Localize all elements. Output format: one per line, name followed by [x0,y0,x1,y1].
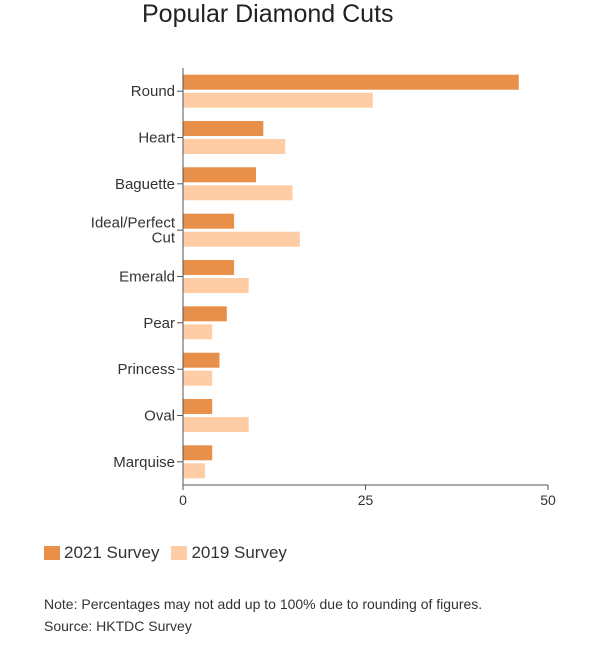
chart-footer: Note: Percentages may not add up to 100%… [44,593,482,637]
bar-2021-5 [183,306,227,322]
category-label-line: Baguette [115,176,175,193]
category-label-line: Ideal/Perfect [91,215,176,232]
bar-2019-5 [183,324,213,340]
chart-title: Popular Diamond Cuts [142,0,394,28]
category-label-8: Marquise [113,454,175,471]
category-label-1: Heart [138,130,176,147]
bar-2019-7 [183,417,249,432]
category-label-3: Ideal/Perfect Cut [91,215,176,247]
category-label-line: Emerald [119,269,175,286]
category-label-line: Pear [143,315,175,332]
bar-2019-4 [183,278,249,293]
bar-2021-7 [183,399,213,414]
category-label-line: Heart [138,130,176,147]
category-label-line: Princess [117,361,175,378]
category-label-line: Oval [144,408,175,425]
bar-chart: Round Heart Baguette Ideal/Perfect Cut Emeral… [91,68,556,508]
bar-2019-0 [183,92,373,108]
legend-item-2019[interactable]: 2019 Survey [171,543,287,563]
category-label-4: Emerald [119,269,175,286]
category-label-line: Cut [152,230,176,247]
category-label-2: Baguette [115,176,175,193]
legend-label-2019: 2019 Survey [191,543,287,562]
source-note: Source: HKTDC Survey [44,618,192,634]
bar-2021-2 [183,167,256,183]
bar-2019-2 [183,185,293,201]
bar-2021-8 [183,445,213,461]
bars-layer [183,74,519,479]
bar-2021-1 [183,121,264,136]
bar-2021-0 [183,74,519,90]
category-label-0: Round [131,83,175,100]
footnote: Note: Percentages may not add up to 100%… [44,596,483,612]
bar-2021-4 [183,260,235,275]
x-tick-label-1: 25 [358,492,374,508]
category-label-6: Princess [117,361,175,378]
category-label-5: Pear [143,315,175,332]
legend-swatch-2021 [44,546,60,560]
bar-2019-8 [183,463,205,479]
axes-layer: Round Heart Baguette Ideal/Perfect Cut Emeral… [91,68,556,508]
x-tick-label-0: 0 [179,492,187,508]
bar-2021-6 [183,352,220,368]
bar-2019-3 [183,231,300,247]
category-label-7: Oval [144,408,175,425]
bar-2021-3 [183,213,235,229]
legend-label-2021: 2021 Survey [64,543,160,562]
category-label-line: Round [131,83,175,100]
legend-item-2021[interactable]: 2021 Survey [44,543,159,563]
legend: 2021 Survey 2019 Survey [44,543,299,563]
bar-2019-1 [183,139,286,154]
x-tick-label-2: 50 [540,492,556,508]
legend-swatch-2019 [171,546,188,560]
bar-2019-6 [183,370,213,386]
category-label-line: Marquise [113,454,175,471]
